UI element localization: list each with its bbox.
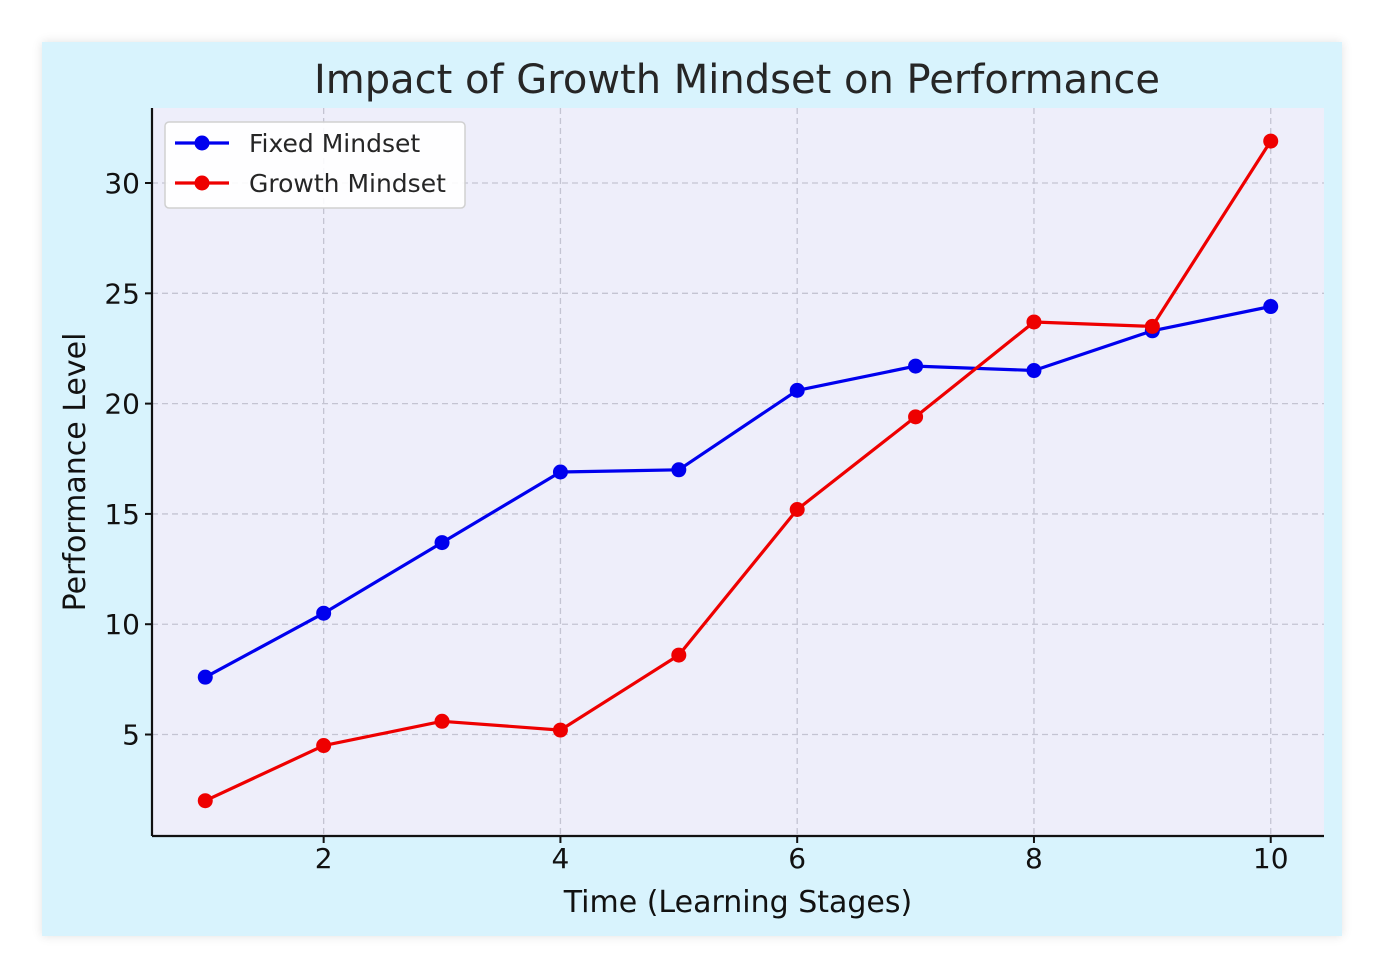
y-tick-label-5: 5 [122,719,140,752]
legend-entry-growth-mindset: Growth Mindset [175,169,446,198]
data-point-growth-mindset-3 [434,713,450,729]
legend-marker-fixed-mindset [194,135,210,151]
data-point-fixed-mindset-2 [316,605,332,621]
y-tick-label-15: 15 [104,498,140,531]
y-tick-label-25: 25 [104,277,140,310]
plot-area [152,108,1324,836]
y-tick-label-20: 20 [104,388,140,421]
data-point-fixed-mindset-8 [1026,363,1042,379]
series-line-fixed-mindset [204,304,1272,679]
legend-box [164,121,466,209]
legend-entry-fixed-mindset: Fixed Mindset [175,129,420,158]
data-point-fixed-mindset-4 [552,464,568,480]
legend-label-fixed-mindset: Fixed Mindset [249,129,420,158]
data-point-fixed-mindset-3 [434,535,450,551]
data-point-growth-mindset-9 [1144,318,1160,334]
data-point-growth-mindset-1 [197,793,213,809]
data-point-fixed-mindset-1 [197,669,213,685]
data-point-growth-mindset-8 [1026,314,1042,330]
data-point-growth-mindset-4 [552,722,568,738]
x-tick-label-6: 6 [788,842,806,875]
data-point-growth-mindset-10 [1263,133,1279,149]
x-tick-label-8: 8 [1025,842,1043,875]
chart-title: Impact of Growth Mindset on Performance [314,57,1160,103]
x-tick-label-4: 4 [552,842,570,875]
y-tick-label-30: 30 [104,167,140,200]
legend-marker-growth-mindset [194,175,210,191]
x-tick-label-10: 10 [1253,842,1289,875]
y-axis-label: Performance Level [58,333,93,612]
series-layer [197,133,1279,809]
x-tick-label-2: 2 [315,842,333,875]
series-line-growth-mindset [204,140,1273,803]
data-point-growth-mindset-6 [789,502,805,518]
axes [150,108,1324,838]
legend: Fixed Mindset Growth Mindset [164,121,466,209]
x-axis-label: Time (Learning Stages) [563,885,912,920]
legend-label-growth-mindset: Growth Mindset [249,169,446,198]
series-growth-mindset [197,133,1279,809]
data-point-growth-mindset-7 [908,409,924,425]
data-point-fixed-mindset-6 [789,382,805,398]
data-point-growth-mindset-2 [316,738,332,754]
ticks: 2 4 6 8 10 5 10 15 20 25 30 [104,167,1288,875]
data-point-growth-mindset-5 [671,647,687,663]
data-point-fixed-mindset-5 [671,462,687,478]
y-tick-label-10: 10 [104,608,140,641]
data-point-fixed-mindset-10 [1263,299,1279,315]
data-point-fixed-mindset-7 [908,358,924,374]
